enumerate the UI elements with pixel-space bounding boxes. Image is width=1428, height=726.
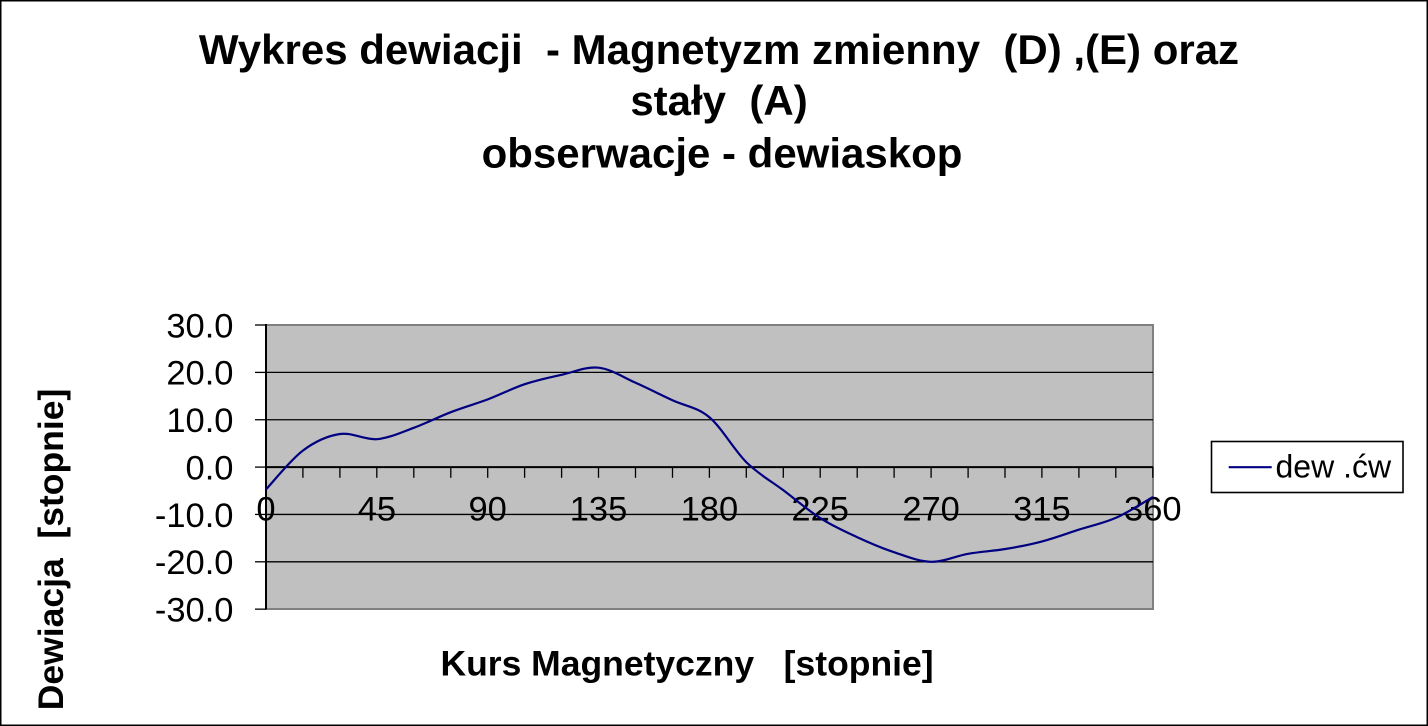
svg-text:10.0: 10.0 <box>166 402 233 440</box>
svg-text:270: 270 <box>902 491 960 529</box>
svg-text:Kurs Magnetyczny [stopnie]: Kurs Magnetyczny [stopnie] <box>440 644 933 684</box>
svg-text:Wykres dewiacji - Magnetyzm z: Wykres dewiacji - Magnetyzm zmienny (D) … <box>199 26 1239 73</box>
svg-text:315: 315 <box>1013 491 1071 529</box>
svg-text:dew .ćw: dew .ćw <box>1276 449 1392 485</box>
svg-text:45: 45 <box>358 491 396 529</box>
svg-text:30.0: 30.0 <box>166 307 233 345</box>
svg-text:-30.0: -30.0 <box>155 591 234 629</box>
svg-text:135: 135 <box>570 491 628 529</box>
svg-text:-10.0: -10.0 <box>155 497 234 535</box>
svg-text:0: 0 <box>256 491 275 529</box>
svg-text:90: 90 <box>469 491 507 529</box>
svg-text:20.0: 20.0 <box>166 355 233 393</box>
svg-text:-20.0: -20.0 <box>155 544 234 582</box>
svg-text:Dewiacja [stopnie]: Dewiacja [stopnie] <box>31 389 71 711</box>
svg-text:stały (A): stały (A) <box>630 77 807 124</box>
svg-text:180: 180 <box>681 491 739 529</box>
svg-text:obserwacje - dewiaskop: obserwacje - dewiaskop <box>482 130 963 177</box>
svg-text:225: 225 <box>791 491 849 529</box>
svg-text:0.0: 0.0 <box>186 449 234 487</box>
